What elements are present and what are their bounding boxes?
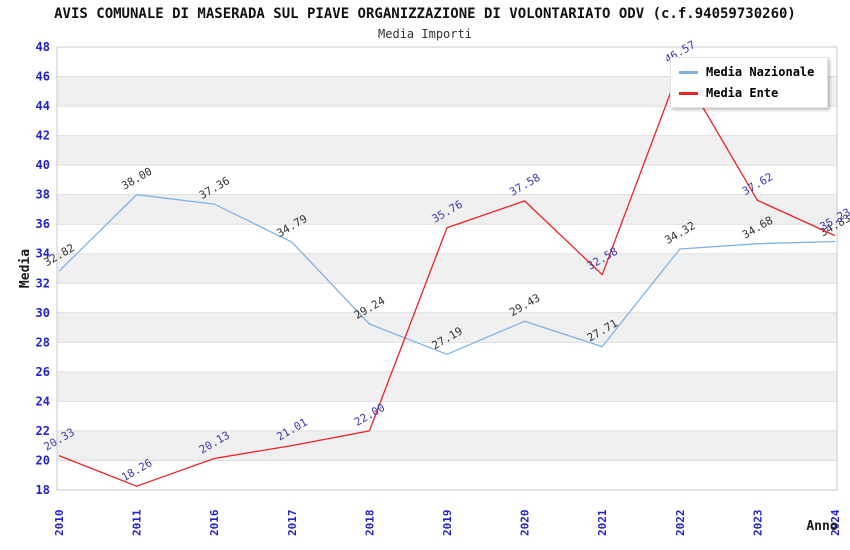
svg-text:20: 20 [36, 453, 50, 467]
media-nazionale-line-swatch-icon [679, 70, 698, 74]
legend-item-media-nazionale: Media Nazionale [679, 65, 819, 79]
svg-text:22: 22 [36, 424, 50, 438]
svg-text:2018: 2018 [363, 510, 376, 537]
svg-text:2019: 2019 [441, 510, 454, 537]
x-axis-ticks: 2010 2011 2016 2017 2018 2019 2020 2021 2022 2023… [53, 509, 842, 536]
y-axis-label: Media [18, 249, 33, 288]
legend-label-media-ente: Media Ente [706, 86, 779, 100]
chart-title: AVIS COMUNALE DI MASERADA SUL PIAVE ORGA… [54, 6, 796, 22]
svg-text:24: 24 [36, 394, 50, 408]
svg-text:18: 18 [36, 483, 50, 497]
svg-text:30: 30 [36, 306, 50, 320]
svg-text:36: 36 [36, 217, 50, 231]
svg-text:2022: 2022 [674, 510, 687, 537]
media-ente-line [58, 67, 836, 487]
svg-text:32: 32 [36, 276, 50, 290]
svg-text:2021: 2021 [596, 509, 609, 536]
plot-border [56, 46, 838, 491]
media-ente-line-swatch-icon [679, 91, 698, 95]
svg-text:40: 40 [36, 158, 50, 172]
plot-bands [57, 47, 837, 490]
legend: Media Nazionale Media Ente [670, 57, 828, 108]
svg-text:2023: 2023 [751, 510, 764, 537]
svg-text:2024: 2024 [829, 509, 842, 536]
media-nazionale-line [58, 194, 836, 355]
svg-text:48: 48 [36, 40, 50, 54]
svg-text:2010: 2010 [53, 510, 66, 537]
svg-text:2020: 2020 [519, 510, 532, 537]
legend-label-media-nazionale: Media Nazionale [706, 65, 815, 79]
svg-text:34: 34 [36, 247, 50, 261]
svg-text:46: 46 [36, 70, 50, 84]
legend-item-media-ente: Media Ente [679, 86, 819, 100]
svg-text:28: 28 [36, 335, 50, 349]
svg-text:44: 44 [36, 99, 50, 113]
svg-text:26: 26 [36, 365, 50, 379]
svg-text:38: 38 [36, 188, 50, 202]
y-axis-ticks: 18 20 22 24 26 28 30 32 34 36 38 40 42 44 46 48 [36, 40, 50, 497]
x-axis-label: Anno [806, 519, 837, 534]
svg-text:2017: 2017 [286, 510, 299, 537]
svg-text:42: 42 [36, 129, 50, 143]
svg-text:2016: 2016 [208, 509, 221, 536]
chart-subtitle: Media Importi [378, 27, 472, 41]
svg-text:2011: 2011 [131, 509, 144, 536]
